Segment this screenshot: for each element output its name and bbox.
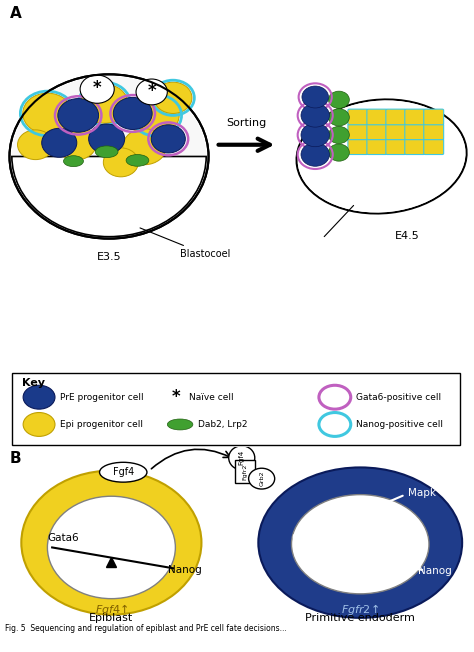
FancyBboxPatch shape (386, 124, 406, 140)
FancyBboxPatch shape (424, 139, 444, 155)
FancyBboxPatch shape (386, 109, 406, 125)
Circle shape (301, 123, 329, 147)
Circle shape (58, 98, 99, 132)
Ellipse shape (258, 467, 462, 618)
Text: Fgf4: Fgf4 (239, 450, 245, 466)
Text: Blastocoel: Blastocoel (140, 228, 230, 259)
Text: Fgfr2: Fgfr2 (242, 464, 247, 480)
Wedge shape (12, 76, 206, 156)
FancyBboxPatch shape (348, 124, 368, 140)
Text: *: * (93, 80, 101, 97)
Circle shape (123, 128, 166, 165)
FancyBboxPatch shape (348, 139, 368, 155)
Circle shape (55, 126, 97, 160)
Ellipse shape (292, 495, 429, 594)
FancyBboxPatch shape (386, 139, 406, 155)
FancyBboxPatch shape (424, 109, 444, 125)
Ellipse shape (167, 419, 193, 430)
Circle shape (18, 130, 54, 160)
Circle shape (80, 75, 114, 103)
Text: E3.5: E3.5 (97, 252, 121, 262)
Ellipse shape (248, 468, 275, 489)
Circle shape (103, 148, 138, 177)
Ellipse shape (21, 471, 201, 615)
FancyBboxPatch shape (405, 124, 425, 140)
Text: Naïve cell: Naïve cell (189, 393, 234, 402)
Circle shape (23, 93, 72, 134)
Text: Gata6: Gata6 (292, 533, 323, 543)
Ellipse shape (64, 156, 83, 167)
FancyBboxPatch shape (367, 109, 387, 125)
FancyBboxPatch shape (12, 374, 460, 445)
Ellipse shape (100, 462, 147, 482)
Ellipse shape (126, 155, 149, 166)
Circle shape (81, 84, 128, 123)
Ellipse shape (228, 446, 255, 470)
Ellipse shape (95, 146, 118, 158)
FancyBboxPatch shape (367, 139, 387, 155)
Circle shape (301, 104, 329, 127)
Text: *: * (147, 82, 156, 100)
Circle shape (23, 385, 55, 409)
Text: Nanog: Nanog (418, 567, 452, 576)
Text: Grb2: Grb2 (259, 471, 264, 486)
Text: Fgf4: Fgf4 (113, 467, 134, 477)
Circle shape (154, 82, 192, 113)
Text: Epi progenitor cell: Epi progenitor cell (61, 420, 144, 429)
Circle shape (136, 79, 167, 105)
Circle shape (301, 143, 329, 166)
Circle shape (328, 126, 349, 143)
Text: Gata6: Gata6 (47, 533, 79, 542)
Text: Nanog: Nanog (168, 565, 202, 575)
Text: Sorting: Sorting (227, 118, 266, 128)
Text: PrE progenitor cell: PrE progenitor cell (61, 393, 144, 402)
FancyBboxPatch shape (405, 109, 425, 125)
Circle shape (328, 144, 349, 161)
Text: Primitive endoderm: Primitive endoderm (305, 613, 415, 623)
Circle shape (89, 124, 125, 154)
Ellipse shape (298, 100, 465, 213)
FancyBboxPatch shape (367, 124, 387, 140)
FancyBboxPatch shape (424, 124, 444, 140)
Text: Nanog-positive cell: Nanog-positive cell (356, 420, 443, 429)
Ellipse shape (47, 496, 175, 599)
Text: *: * (171, 388, 180, 406)
FancyBboxPatch shape (405, 139, 425, 155)
Text: $\mathit{Fgfr2}$↑: $\mathit{Fgfr2}$↑ (341, 602, 379, 617)
Circle shape (328, 91, 349, 108)
Text: Mapk: Mapk (408, 488, 436, 498)
Circle shape (23, 413, 55, 436)
Circle shape (302, 86, 328, 108)
Circle shape (151, 125, 185, 153)
Wedge shape (12, 156, 206, 237)
Circle shape (134, 96, 179, 134)
Text: Fig. 5  Sequencing and regulation of epiblast and PrE cell fate decisions...: Fig. 5 Sequencing and regulation of epib… (5, 625, 286, 633)
Text: Key: Key (22, 378, 45, 389)
Text: E4.5: E4.5 (395, 231, 420, 241)
Circle shape (113, 97, 152, 130)
Text: B: B (9, 451, 21, 466)
Text: A: A (9, 6, 21, 21)
Text: $\mathit{Fgf4}$↑: $\mathit{Fgf4}$↑ (95, 602, 128, 617)
Text: Epiblast: Epiblast (89, 613, 134, 623)
Circle shape (328, 109, 349, 126)
Circle shape (42, 128, 77, 157)
FancyBboxPatch shape (235, 460, 255, 483)
Text: Gata6-positive cell: Gata6-positive cell (356, 393, 441, 402)
Text: Dab2, Lrp2: Dab2, Lrp2 (198, 420, 248, 429)
FancyBboxPatch shape (348, 109, 368, 125)
